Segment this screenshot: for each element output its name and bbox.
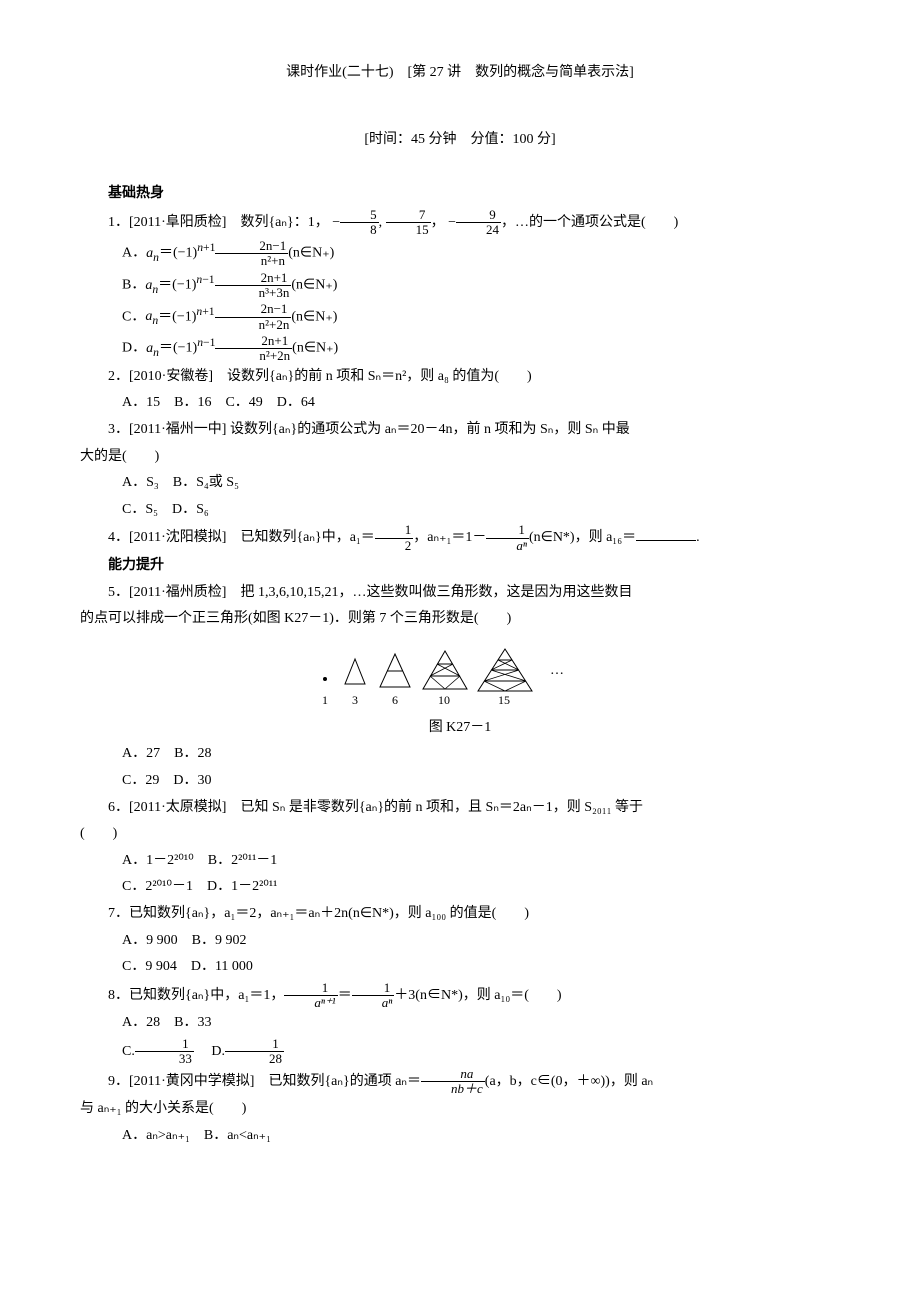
question-3-line2: 大的是( )	[80, 444, 840, 471]
question-2: 2．[2010·安徽卷] 设数列{aₙ}的前 n 项和 Sₙ＝n²，则 a₈ 的…	[80, 364, 840, 391]
q9-frac: nanb＋c	[421, 1067, 485, 1097]
q4-frac2: 1aⁿ	[486, 523, 529, 553]
q8-frac1: 1aⁿ⁺¹	[284, 981, 337, 1011]
question-3-line1: 3．[2011·福州一中] 设数列{aₙ}的通项公式为 aₙ＝20－4n，前 n…	[80, 417, 840, 444]
fill-blank	[636, 526, 696, 541]
q1-option-d: D．an＝(−1)n−12n+1n²+2n(n∈N₊)	[80, 332, 840, 364]
q1-source: 1．[2011·阜阳质检] 数列{aₙ}：1，	[108, 215, 329, 230]
svg-text:1: 1	[322, 693, 328, 707]
q8-frac2: 1aⁿ	[352, 981, 395, 1011]
question-7: 7．已知数列{aₙ}，a₁＝2，aₙ₊₁＝aₙ＋2n(n∈N*)，则 a₁₀₀ …	[80, 901, 840, 928]
question-8: 8．已知数列{aₙ}中，a₁＝1，1aⁿ⁺¹＝1aⁿ＋3(n∈N*)，则 a₁₀…	[80, 981, 840, 1011]
q8-options-2: C.133 D.128	[80, 1037, 840, 1067]
q1-option-a: A．an＝(−1)n+12n−1n²+n(n∈N₊)	[80, 237, 840, 269]
q2-options: A．15 B．16 C．49 D．64	[80, 390, 840, 417]
q1-frac1: 58	[340, 208, 379, 238]
question-5-line1: 5．[2011·福州质检] 把 1,3,6,10,15,21，…这些数叫做三角形…	[80, 580, 840, 607]
svg-text:15: 15	[498, 693, 510, 707]
q1-tail: ，…的一个通项公式是( )	[501, 215, 678, 230]
title: 课时作业(二十七) [第 27 讲 数列的概念与简单表示法]	[80, 60, 840, 87]
question-6-line2: ( )	[80, 821, 840, 848]
q4-frac1: 12	[375, 523, 414, 553]
figure-caption: 图 K27－1	[80, 715, 840, 742]
svg-text:3: 3	[352, 693, 358, 707]
q3-options-2: C．S₅ D．S₆	[80, 497, 840, 524]
q9-options-1: A．aₙ>aₙ₊₁ B．aₙ<aₙ₊₁	[80, 1123, 840, 1150]
q1-frac2: 715	[386, 208, 431, 238]
triangle-figure: … 1 3 6 10 15	[80, 639, 840, 709]
q5-options-2: C．29 D．30	[80, 768, 840, 795]
section-2-head: 能力提升	[80, 553, 840, 580]
q7-options-1: A．9 900 B．9 902	[80, 928, 840, 955]
q1-option-b: B．an＝(−1)n−12n+1n³+3n(n∈N₊)	[80, 269, 840, 301]
q6-options-1: A．1－2²⁰¹⁰ B．2²⁰¹¹－1	[80, 848, 840, 875]
q1-option-c: C．an＝(−1)n+12n−1n²+2n(n∈N₊)	[80, 301, 840, 333]
q5-options-1: A．27 B．28	[80, 741, 840, 768]
svg-text:…: …	[550, 663, 564, 678]
question-5-line2: 的点可以排成一个正三角形(如图 K27－1)．则第 7 个三角形数是( )	[80, 606, 840, 633]
question-1: 1．[2011·阜阳质检] 数列{aₙ}：1， −58, 715， −924，……	[80, 208, 840, 238]
q7-options-2: C．9 904 D．11 000	[80, 954, 840, 981]
question-9-line1: 9．[2011·黄冈中学模拟] 已知数列{aₙ}的通项 aₙ＝nanb＋c(a，…	[80, 1067, 840, 1097]
question-9-line2: 与 aₙ₊₁ 的大小关系是( )	[80, 1096, 840, 1123]
q3-options-1: A．S₃ B．S₄或 S₅	[80, 470, 840, 497]
question-4: 4．[2011·沈阳模拟] 已知数列{aₙ}中，a₁＝12，aₙ₊₁＝1－1aⁿ…	[80, 523, 840, 553]
meta-info: [时间：45 分钟 分值：100 分]	[80, 127, 840, 154]
section-1-head: 基础热身	[80, 181, 840, 208]
q6-options-2: C．2²⁰¹⁰－1 D．1－2²⁰¹¹	[80, 874, 840, 901]
q8-options-1: A．28 B．33	[80, 1010, 840, 1037]
q1-frac3: 924	[456, 208, 501, 238]
svg-text:10: 10	[438, 693, 450, 707]
question-6-line1: 6．[2011·太原模拟] 已知 Sₙ 是非零数列{aₙ}的前 n 项和，且 S…	[80, 795, 840, 822]
svg-text:6: 6	[392, 693, 398, 707]
